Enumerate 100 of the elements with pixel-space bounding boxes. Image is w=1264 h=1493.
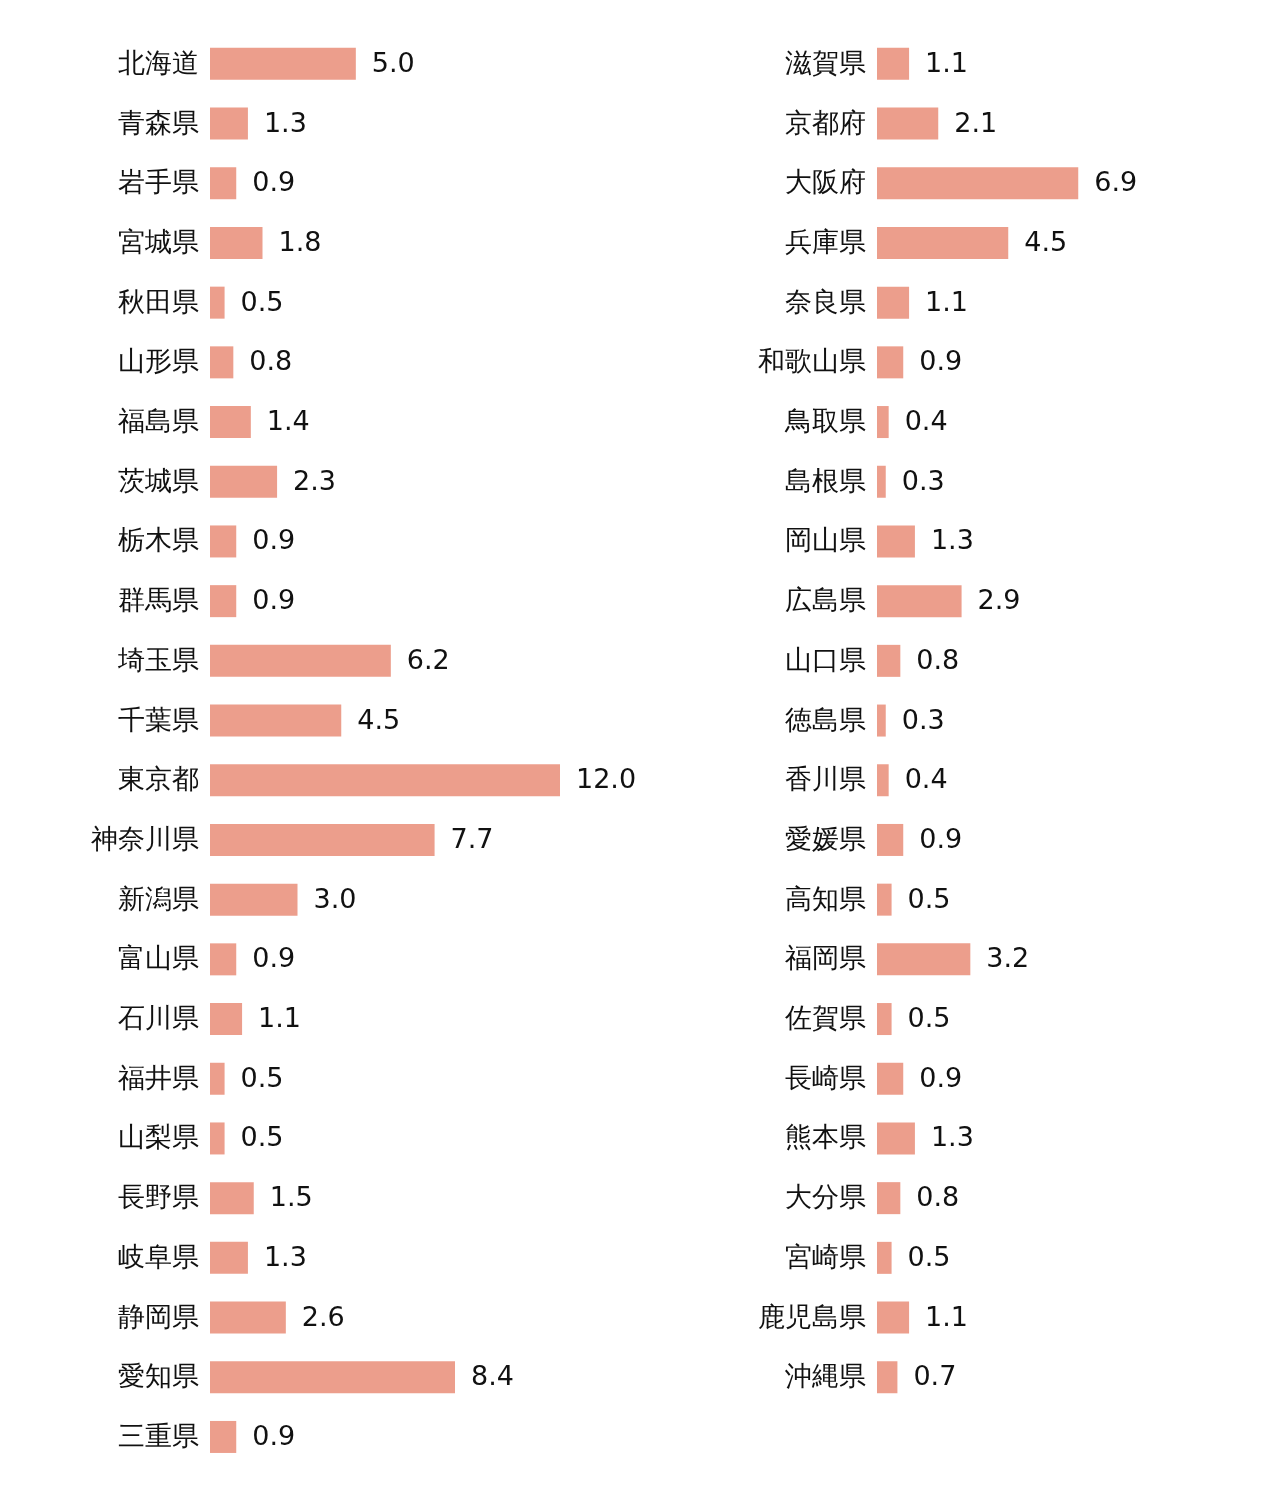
bar bbox=[210, 346, 234, 379]
data-label: 0.5 bbox=[907, 882, 951, 914]
y-tick-label: 岡山県 bbox=[784, 524, 866, 556]
y-tick-label: 福井県 bbox=[117, 1061, 199, 1093]
bar bbox=[210, 1062, 225, 1095]
bar bbox=[877, 644, 901, 677]
y-tick-label: 徳島県 bbox=[784, 703, 866, 735]
bar bbox=[210, 585, 237, 618]
data-label: 0.5 bbox=[240, 285, 284, 317]
data-label: 3.2 bbox=[986, 942, 1030, 974]
y-tick-label: 長野県 bbox=[117, 1181, 199, 1213]
bar bbox=[210, 1361, 455, 1394]
bar bbox=[210, 823, 435, 856]
bar bbox=[210, 107, 248, 140]
data-label: 0.9 bbox=[919, 822, 963, 854]
bar bbox=[210, 943, 237, 976]
y-tick-label: 福島県 bbox=[117, 405, 199, 437]
data-label: 1.1 bbox=[925, 46, 969, 78]
data-label: 4.5 bbox=[357, 703, 401, 735]
data-label: 4.5 bbox=[1024, 225, 1068, 257]
bar bbox=[210, 465, 278, 498]
y-tick-label: 佐賀県 bbox=[784, 1002, 866, 1034]
data-label: 0.8 bbox=[916, 643, 960, 675]
bar bbox=[210, 286, 225, 319]
y-tick-label: 奈良県 bbox=[784, 285, 866, 317]
bar bbox=[210, 644, 391, 677]
y-tick-label: 群馬県 bbox=[117, 584, 199, 616]
data-label: 1.1 bbox=[925, 285, 969, 317]
data-label: 1.8 bbox=[278, 225, 322, 257]
y-tick-label: 茨城県 bbox=[117, 464, 199, 496]
bar bbox=[210, 883, 298, 916]
bar bbox=[210, 47, 356, 80]
bar bbox=[877, 585, 962, 618]
data-label: 1.3 bbox=[930, 1121, 974, 1153]
bar bbox=[877, 167, 1079, 200]
y-tick-label: 香川県 bbox=[784, 763, 866, 795]
bar bbox=[210, 1420, 237, 1453]
y-tick-label: 愛知県 bbox=[117, 1360, 199, 1392]
bar bbox=[877, 47, 910, 80]
y-tick-label: 秋田県 bbox=[117, 285, 199, 317]
data-label: 1.5 bbox=[269, 1181, 313, 1213]
y-tick-label: 宮城県 bbox=[117, 225, 199, 257]
y-tick-label: 新潟県 bbox=[117, 882, 199, 914]
bar bbox=[877, 704, 886, 737]
bar bbox=[877, 1062, 904, 1095]
bar bbox=[210, 525, 237, 558]
data-label: 1.3 bbox=[263, 106, 307, 138]
data-label: 0.9 bbox=[252, 584, 296, 616]
bar bbox=[210, 1182, 254, 1215]
data-label: 0.9 bbox=[919, 1061, 963, 1093]
data-label: 0.8 bbox=[916, 1181, 960, 1213]
data-label: 0.8 bbox=[249, 345, 293, 377]
data-label: 0.9 bbox=[919, 345, 963, 377]
bar bbox=[877, 226, 1009, 259]
bar bbox=[877, 1122, 915, 1155]
y-tick-label: 滋賀県 bbox=[784, 46, 866, 78]
bar bbox=[877, 286, 910, 319]
data-label: 1.1 bbox=[925, 1300, 969, 1332]
data-label: 1.3 bbox=[930, 524, 974, 556]
y-tick-label: 愛媛県 bbox=[784, 822, 866, 854]
data-label: 0.9 bbox=[252, 942, 296, 974]
bar bbox=[210, 1301, 286, 1334]
y-tick-label: 富山県 bbox=[117, 942, 199, 974]
y-tick-label: 長崎県 bbox=[784, 1061, 866, 1093]
y-tick-label: 山形県 bbox=[117, 345, 199, 377]
bar bbox=[210, 764, 560, 797]
bar bbox=[877, 1241, 892, 1274]
data-label: 0.3 bbox=[901, 464, 945, 496]
y-tick-label: 宮崎県 bbox=[784, 1240, 866, 1272]
bar bbox=[877, 1361, 898, 1394]
bar bbox=[877, 764, 889, 797]
y-tick-label: 岐阜県 bbox=[117, 1240, 199, 1272]
y-tick-label: 鳥取県 bbox=[783, 405, 866, 437]
y-tick-label: 北海道 bbox=[117, 46, 199, 78]
y-tick-label: 岩手県 bbox=[117, 166, 199, 198]
data-label: 7.7 bbox=[450, 822, 494, 854]
data-label: 1.1 bbox=[258, 1002, 302, 1034]
data-label: 0.4 bbox=[904, 763, 948, 795]
y-tick-label: 熊本県 bbox=[784, 1121, 866, 1153]
bar bbox=[210, 704, 342, 737]
y-tick-label: 三重県 bbox=[117, 1419, 199, 1451]
y-tick-label: 東京都 bbox=[117, 763, 199, 795]
y-tick-label: 高知県 bbox=[784, 882, 866, 914]
y-tick-label: 静岡県 bbox=[117, 1300, 199, 1332]
data-label: 0.5 bbox=[907, 1240, 951, 1272]
data-label: 0.5 bbox=[907, 1002, 951, 1034]
data-label: 2.1 bbox=[954, 106, 998, 138]
data-label: 0.3 bbox=[901, 703, 945, 735]
bar bbox=[877, 525, 915, 558]
bar bbox=[877, 1003, 892, 1036]
data-label: 3.0 bbox=[313, 882, 357, 914]
y-tick-label: 京都府 bbox=[784, 106, 866, 138]
bar bbox=[210, 1122, 225, 1155]
bar bbox=[877, 406, 889, 439]
y-tick-label: 兵庫県 bbox=[784, 225, 866, 257]
data-label: 1.3 bbox=[263, 1240, 307, 1272]
y-tick-label: 沖縄県 bbox=[784, 1360, 866, 1392]
data-label: 0.9 bbox=[252, 166, 296, 198]
y-tick-label: 青森県 bbox=[117, 106, 199, 138]
y-tick-label: 神奈川県 bbox=[90, 822, 199, 854]
